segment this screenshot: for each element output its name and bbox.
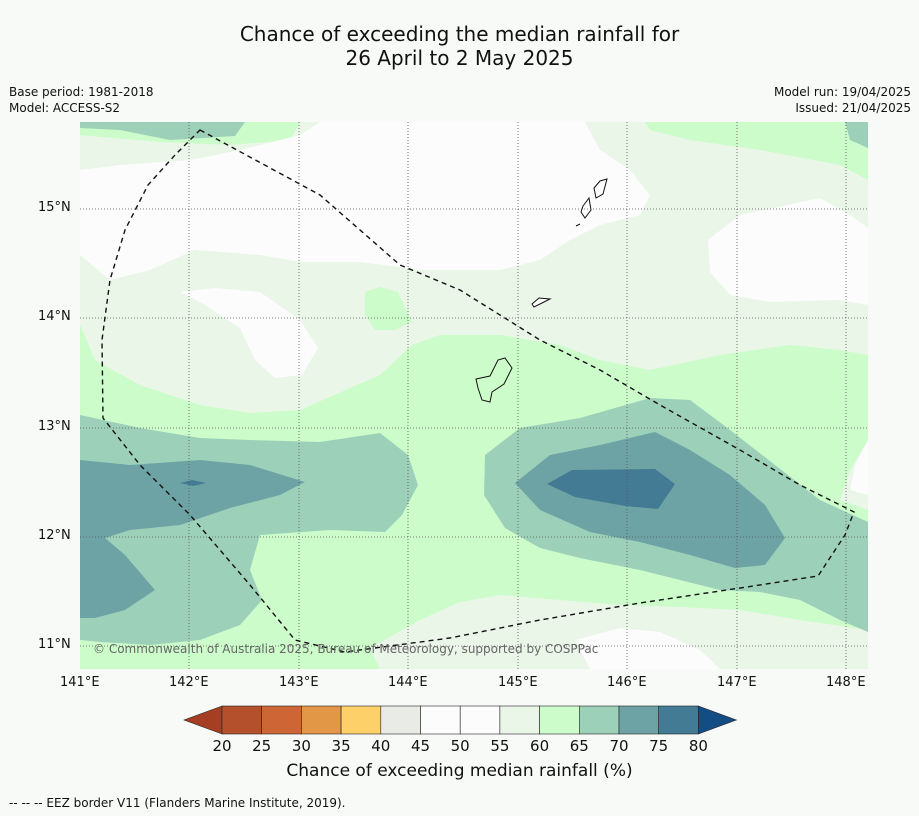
lon-142: 142°E (169, 675, 209, 690)
colorbar-segment (301, 705, 342, 735)
colorbar-arrow-low (183, 705, 223, 735)
rainfall-contours (80, 122, 868, 669)
map-title: Chance of exceeding the median rainfall … (0, 22, 919, 70)
colorbar-segment (618, 705, 660, 735)
colorbar-arrow-high (698, 705, 738, 735)
field-60-bottom-left (80, 640, 250, 669)
colorbar-segment (658, 705, 699, 735)
model-name: Model: ACCESS-S2 (9, 101, 121, 115)
colorbar-segment (499, 705, 540, 735)
field-50-south (575, 628, 720, 669)
field-75-west-dot (180, 480, 206, 486)
colorbar-title: Chance of exceeding median rainfall (%) (286, 761, 633, 781)
title-line-2: 26 April to 2 May 2025 (345, 46, 574, 70)
lat-13: 13°N (38, 419, 71, 434)
island-aguijan (575, 223, 581, 227)
graticule (80, 122, 868, 669)
colorbar-segment (420, 705, 461, 735)
copyright-watermark: © Commonwealth of Australia 2025, Bureau… (93, 642, 598, 656)
field-65-top-right (845, 122, 868, 148)
lat-14: 14°N (38, 309, 71, 324)
colorbar-segment (380, 705, 421, 735)
lat-11: 11°N (38, 637, 71, 652)
colorbar-tick-label: 45 (410, 737, 431, 755)
meta-right: Model run: 19/04/2025 Issued: 21/04/2025 (774, 84, 911, 116)
colorbar-segment (539, 705, 580, 735)
lon-146: 146°E (607, 675, 647, 690)
field-60-island (365, 287, 412, 330)
island-tinian (580, 196, 592, 219)
meta-left: Base period: 1981-2018 Model: ACCESS-S2 (9, 84, 154, 116)
lon-148: 148°E (826, 675, 866, 690)
lat-12: 12°N (38, 528, 71, 543)
colorbar-tick-label: 25 (252, 737, 272, 755)
colorbar-tick-label: 55 (490, 737, 510, 755)
lat-15: 15°N (38, 200, 71, 215)
eez-footnote: -- -- -- EEZ border V11 (Flanders Marine… (9, 796, 346, 810)
island-guam (475, 357, 513, 403)
field-75-east (547, 469, 675, 509)
lon-145: 145°E (498, 675, 538, 690)
field-50-west-island (180, 288, 318, 378)
colorbar-tick-label: 75 (649, 737, 669, 755)
lon-141: 141°E (60, 675, 100, 690)
island-rota (531, 297, 552, 308)
colorbar-tick-label: 30 (291, 737, 311, 755)
colorbar-tick-label: 50 (450, 737, 470, 755)
colorbar-tick-label: 20 (212, 737, 232, 755)
island-saipan (593, 178, 608, 199)
colorbar-tick-label: 40 (371, 737, 391, 755)
eez-border (101, 129, 855, 653)
issued-date: Issued: 21/04/2025 (795, 101, 911, 115)
colorbar-tick-label: 70 (609, 737, 629, 755)
colorbar-tick-label: 65 (569, 737, 589, 755)
colorbar-segment (459, 705, 501, 735)
colorbar-segment (261, 705, 302, 735)
colorbar-segment (578, 705, 620, 735)
field-70-west (80, 460, 305, 618)
title-line-1: Chance of exceeding the median rainfall … (239, 22, 680, 46)
field-60-top-right (645, 122, 868, 180)
field-50-east (708, 198, 868, 305)
model-run: Model run: 19/04/2025 (773, 85, 911, 99)
colorbar-segment (221, 705, 263, 735)
field-50-north (80, 122, 650, 280)
colorbar-tick-label: 80 (688, 737, 708, 755)
colorbar (183, 705, 738, 735)
colorbar-tick-label: 35 (331, 737, 351, 755)
field-50-far-east (850, 440, 868, 495)
colorbar-segment (340, 705, 382, 735)
lon-143: 143°E (279, 675, 319, 690)
lon-144: 144°E (388, 675, 428, 690)
field-65-top-left (80, 122, 245, 140)
colorbar-tick-label: 60 (530, 737, 550, 755)
lon-147: 147°E (717, 675, 757, 690)
field-50-sliver (462, 178, 555, 186)
base-period: Base period: 1981-2018 (9, 85, 154, 99)
